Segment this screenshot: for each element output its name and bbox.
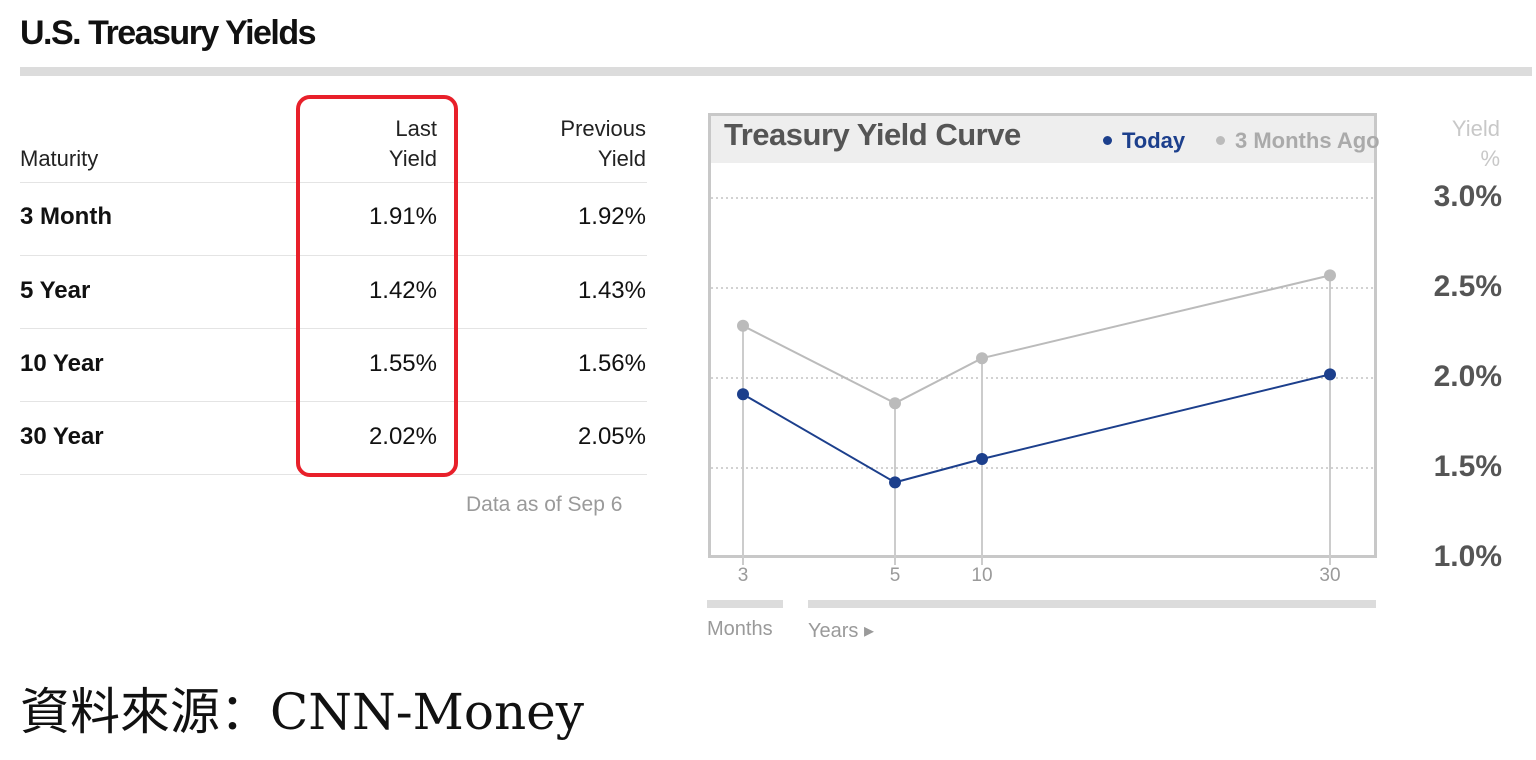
y-axis-title-line1: Yield xyxy=(1451,116,1500,141)
page-title: U.S. Treasury Yields xyxy=(20,14,317,52)
legend-3-months-ago[interactable]: 3 Months Ago xyxy=(1216,128,1380,154)
legend-3-months-ago-dot xyxy=(1216,135,1225,145)
row-previous-yield: 1.56% xyxy=(577,350,646,377)
previous-yield-header-line2: Yield xyxy=(597,146,646,171)
chart-header-bar xyxy=(711,116,1374,163)
row-last-yield: 2.02% xyxy=(368,423,437,450)
data-point xyxy=(889,476,901,489)
row-previous-yield: 1.43% xyxy=(577,277,646,304)
x-tick-label: 10 xyxy=(971,565,993,586)
x-group-years[interactable]: Years ▸ xyxy=(808,620,875,642)
legend-today-dot xyxy=(1103,135,1112,145)
row-previous-yield: 1.92% xyxy=(577,203,646,230)
y-tick-label: 1.5% xyxy=(1433,450,1502,483)
row-maturity-10-year: 10 Year xyxy=(20,350,104,377)
row-maturity-3-month: 3 Month xyxy=(20,203,112,230)
data-point xyxy=(1324,368,1336,381)
series-line xyxy=(742,373,1331,484)
data-point xyxy=(889,397,901,410)
y-tick-label: 2.0% xyxy=(1433,360,1502,393)
months-scale-bar xyxy=(707,600,783,608)
data-as-of-note: Data as of Sep 6 xyxy=(466,493,623,516)
row-last-yield: 1.55% xyxy=(368,350,437,377)
y-tick-label: 1.0% xyxy=(1433,540,1502,573)
legend-3-months-ago-label: 3 Months Ago xyxy=(1235,128,1380,153)
y-axis-title-line2: % xyxy=(1480,146,1500,171)
row-maturity-5-year: 5 Year xyxy=(20,277,91,304)
last-yield-header-line1: Last xyxy=(395,116,437,141)
x-tick-label: 3 xyxy=(737,565,749,586)
data-point xyxy=(976,453,988,465)
data-point xyxy=(737,388,749,401)
x-tick-label: 5 xyxy=(889,565,901,586)
data-point xyxy=(737,319,749,332)
table-divider xyxy=(20,255,647,256)
data-point xyxy=(976,352,988,365)
row-maturity-30-year: 30 Year xyxy=(20,423,104,450)
table-divider xyxy=(20,401,647,402)
table-divider xyxy=(20,182,647,183)
legend-today[interactable]: Today xyxy=(1103,128,1185,154)
chart-title: Treasury Yield Curve xyxy=(724,117,1021,152)
x-group-months: Months xyxy=(707,618,773,640)
title-divider xyxy=(20,67,1532,76)
data-point xyxy=(1324,269,1336,282)
series-line xyxy=(742,274,1331,405)
y-tick-label: 3.0% xyxy=(1433,180,1502,213)
last-yield-header-line2: Yield xyxy=(388,146,437,171)
y-tick-label: 2.5% xyxy=(1433,270,1502,303)
legend-today-label: Today xyxy=(1122,128,1186,153)
chart-frame xyxy=(708,113,1377,558)
x-tick-label: 30 xyxy=(1319,565,1341,586)
row-last-yield: 1.42% xyxy=(368,277,437,304)
table-divider xyxy=(20,328,647,329)
years-scale-bar xyxy=(808,600,1376,608)
row-previous-yield: 2.05% xyxy=(577,423,646,450)
previous-yield-header-line1: Previous xyxy=(560,116,646,141)
row-last-yield: 1.91% xyxy=(368,203,437,230)
source-note: 資料來源：CNN-Money xyxy=(20,683,584,741)
maturity-header: Maturity xyxy=(20,146,99,171)
last-yield-highlight-box xyxy=(296,95,458,477)
